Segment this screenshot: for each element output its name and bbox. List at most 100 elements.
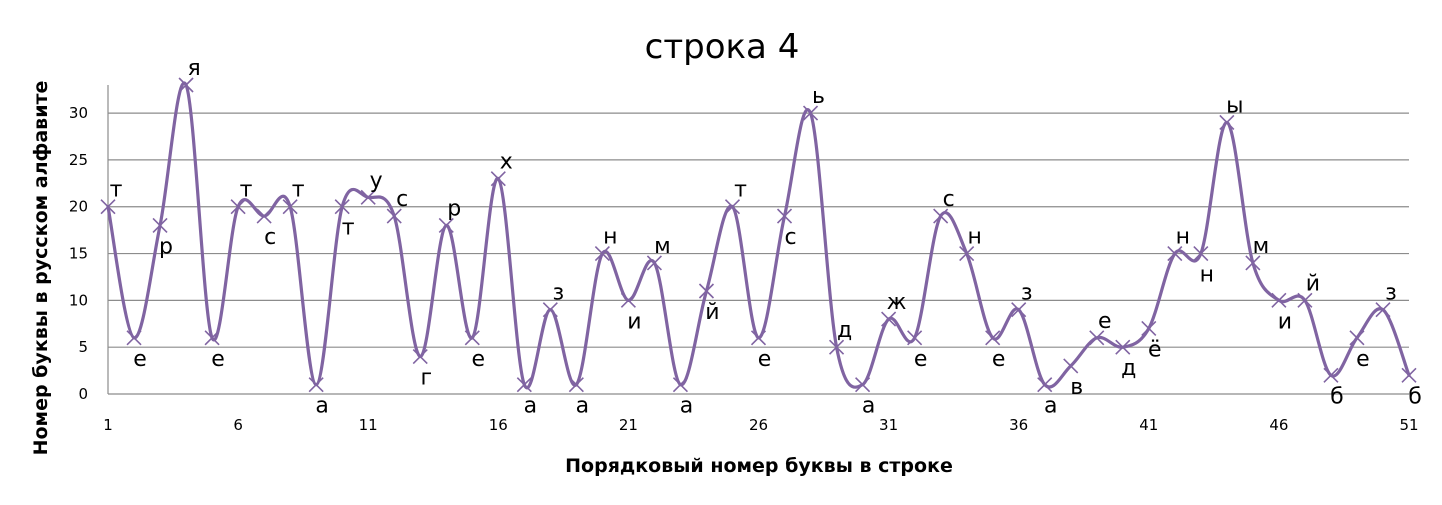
- data-marker: [1011, 302, 1027, 318]
- data-marker: [464, 330, 480, 346]
- data-marker: [881, 311, 897, 327]
- x-tick-label: 51: [1399, 416, 1418, 434]
- data-marker: [907, 330, 923, 346]
- point-letter-label: е: [992, 347, 1006, 372]
- x-tick-label: 31: [879, 416, 898, 434]
- x-tick-label: 16: [489, 416, 508, 434]
- data-marker: [204, 330, 220, 346]
- point-letter-label: е: [1356, 347, 1370, 372]
- point-letter-label: з: [552, 281, 564, 306]
- data-marker: [1323, 367, 1339, 383]
- data-marker: [750, 330, 767, 346]
- data-marker: [412, 348, 428, 365]
- x-tick-label: 21: [619, 416, 638, 434]
- data-marker: [855, 377, 871, 393]
- data-marker: [1349, 330, 1365, 346]
- data-marker: [698, 283, 715, 299]
- point-letter-label: а: [1044, 394, 1057, 419]
- point-letter-label: н: [967, 225, 981, 250]
- point-letter-label: т: [292, 178, 305, 203]
- point-letter-label: ь: [812, 84, 825, 109]
- data-marker: [985, 330, 1001, 346]
- x-tick-label: 11: [359, 416, 378, 434]
- point-letter-label: у: [370, 168, 383, 193]
- data-marker: [672, 377, 689, 393]
- point-letter-label: т: [240, 178, 253, 203]
- data-marker: [1115, 339, 1131, 355]
- x-axis-title: Порядковый номер буквы в строке: [565, 455, 953, 477]
- data-marker: [724, 199, 741, 215]
- point-letter-label: д: [1121, 356, 1136, 381]
- point-letter-label: е: [133, 347, 147, 372]
- data-marker: [516, 377, 532, 393]
- point-letter-label: а: [576, 394, 589, 419]
- y-tick-label: 0: [78, 385, 88, 403]
- point-letter-label: й: [705, 300, 719, 325]
- chart-title: строка 4: [645, 27, 800, 67]
- y-tick-label: 20: [69, 198, 88, 216]
- data-marker: [1297, 292, 1313, 308]
- data-marker: [1063, 358, 1079, 374]
- data-marker: [646, 255, 662, 271]
- data-marker: [1141, 320, 1157, 337]
- data-marker: [1271, 292, 1287, 308]
- point-letter-label: т: [110, 178, 123, 203]
- data-marker: [360, 189, 376, 205]
- point-letter-label: и: [1278, 309, 1292, 334]
- point-letter-label: р: [447, 196, 461, 221]
- data-marker: [802, 105, 819, 121]
- data-point-labels: теряетстатусгрехазанимайтесьдажеснезавед…: [110, 56, 1422, 419]
- y-tick-label: 5: [78, 338, 88, 356]
- data-marker: [308, 377, 324, 393]
- data-marker: [959, 245, 975, 262]
- y-tick-label: 15: [69, 245, 88, 263]
- point-letter-label: г: [420, 366, 432, 391]
- y-tick-label: 10: [69, 291, 88, 309]
- data-marker: [620, 292, 636, 308]
- data-marker: [933, 208, 949, 224]
- point-letter-label: х: [500, 150, 513, 175]
- data-marker: [542, 302, 558, 318]
- data-marker: [1167, 245, 1183, 262]
- x-tick-label: 1: [103, 416, 113, 434]
- data-marker: [230, 199, 246, 215]
- point-letter-label: т: [734, 178, 747, 203]
- point-letter-label: е: [1098, 309, 1112, 334]
- point-letter-label: ё: [1148, 337, 1162, 362]
- point-letter-label: е: [914, 347, 928, 372]
- data-marker: [1375, 302, 1391, 318]
- point-letter-label: я: [187, 56, 200, 81]
- point-letter-label: с: [784, 225, 796, 250]
- point-letter-label: с: [943, 187, 955, 212]
- y-axis-title: Номер буквы в русском алфавите: [30, 81, 52, 456]
- point-letter-label: с: [396, 187, 408, 212]
- data-marker: [568, 377, 584, 393]
- series-line: [106, 81, 1411, 390]
- x-tick-label: 26: [749, 416, 768, 434]
- y-tick-label: 30: [69, 104, 88, 122]
- x-axis-ticks: 1 6 11 16 21 26 31 36 41 46 51: [103, 416, 1418, 434]
- point-letter-label: а: [315, 394, 328, 419]
- data-marker: [438, 217, 454, 234]
- data-marker: [178, 77, 194, 93]
- point-letter-label: н: [603, 225, 617, 250]
- point-letter-label: ж: [887, 290, 907, 315]
- data-markers: [100, 77, 1417, 393]
- point-letter-label: а: [524, 394, 537, 419]
- data-marker: [1401, 367, 1417, 383]
- data-marker: [126, 330, 142, 346]
- point-letter-label: а: [862, 394, 875, 419]
- point-letter-label: т: [342, 216, 355, 241]
- data-marker: [100, 199, 116, 215]
- x-tick-label: 41: [1139, 416, 1158, 434]
- y-axis-ticks: 0 5 10 15 20 25 30: [69, 104, 88, 403]
- point-letter-label: е: [472, 347, 486, 372]
- data-marker: [1037, 377, 1053, 393]
- point-letter-label: д: [837, 318, 852, 343]
- data-marker: [386, 208, 402, 224]
- point-letter-label: е: [211, 347, 225, 372]
- point-letter-label: в: [1070, 375, 1083, 400]
- point-letter-label: з: [1021, 281, 1033, 306]
- point-letter-label: м: [1253, 234, 1270, 259]
